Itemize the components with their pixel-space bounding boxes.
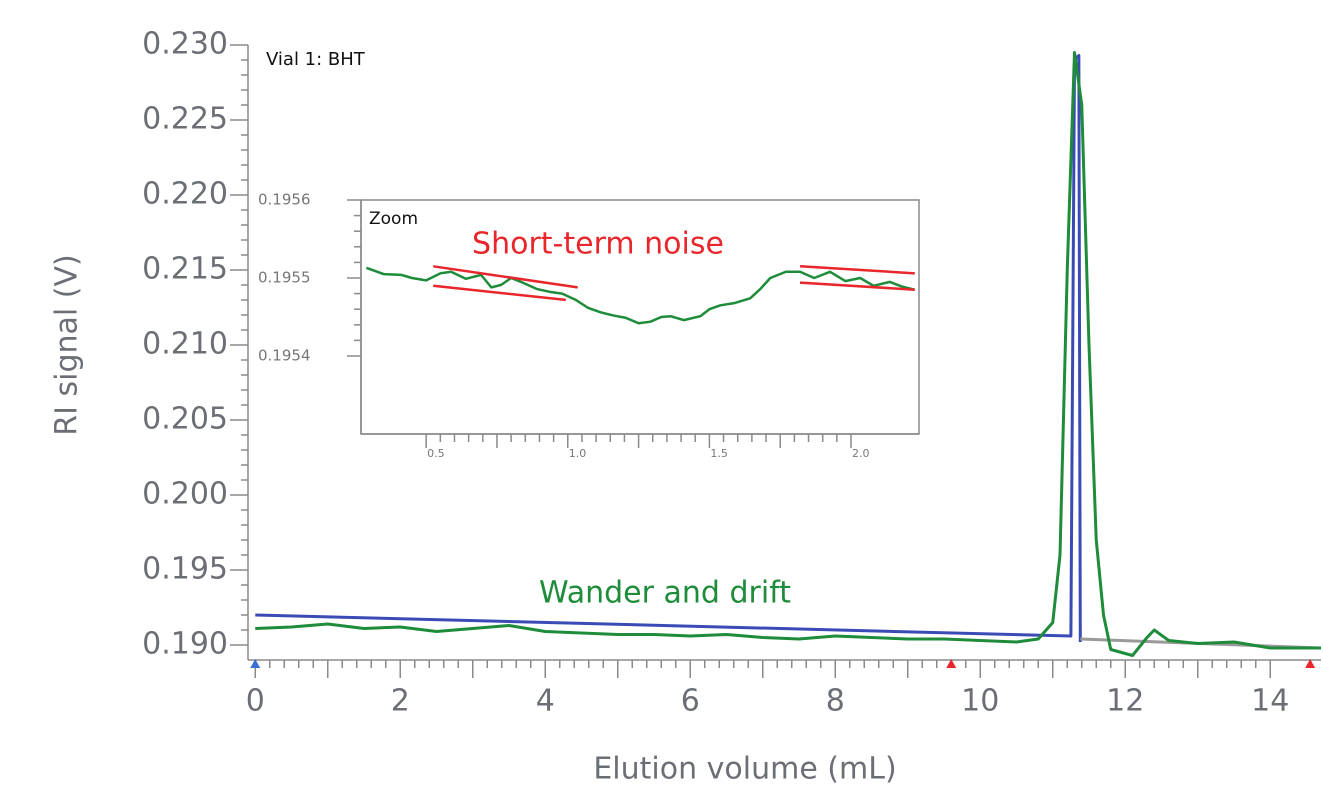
y-tick-label: 0.230	[142, 27, 228, 62]
x-tick-label: 2	[391, 684, 410, 719]
marker-triangle	[250, 659, 261, 668]
y-tick-label: 0.1956	[258, 191, 311, 209]
y-tick-label: 0.1955	[258, 269, 311, 287]
x-tick-label: 14	[1251, 684, 1289, 719]
y-tick-label: 0.210	[142, 327, 228, 362]
x-tick-label: 0.5	[427, 447, 445, 460]
marker-triangle	[946, 659, 957, 668]
x-tick-label: 10	[961, 684, 999, 719]
x-tick-label: 2.0	[852, 447, 870, 460]
y-tick-label: 0.225	[142, 102, 228, 137]
x-tick-label: 12	[1106, 684, 1144, 719]
inset-title: Zoom	[369, 209, 418, 229]
annotation: Short-term noise	[472, 227, 724, 262]
y-tick-label: 0.205	[142, 402, 228, 437]
chart-title: Vial 1: BHT	[266, 49, 366, 70]
x-axis-title: Elution volume (mL)	[593, 752, 896, 787]
data-line	[433, 265, 578, 289]
data-line	[799, 281, 915, 291]
x-tick-label: 6	[681, 684, 700, 719]
annotation: Wander and drift	[539, 576, 791, 611]
x-tick-label: 1.5	[710, 447, 728, 460]
y-axis-title: RI signal (V)	[50, 254, 85, 435]
data-line	[799, 265, 915, 275]
data-line	[365, 266, 916, 325]
y-tick-label: 0.195	[142, 552, 228, 587]
data-line	[255, 51, 1321, 657]
y-tick-label: 0.190	[142, 627, 228, 662]
x-tick-label: 8	[826, 684, 845, 719]
inset-frame	[360, 199, 920, 435]
y-tick-label: 0.200	[142, 477, 228, 512]
y-tick-label: 0.215	[142, 252, 228, 287]
x-tick-label: 0	[246, 684, 265, 719]
y-tick-label: 0.1954	[258, 347, 311, 365]
marker-triangle	[1305, 659, 1316, 668]
data-line	[433, 284, 566, 302]
y-tick-label: 0.220	[142, 177, 228, 212]
x-tick-label: 1.0	[569, 447, 587, 460]
x-tick-label: 4	[536, 684, 555, 719]
